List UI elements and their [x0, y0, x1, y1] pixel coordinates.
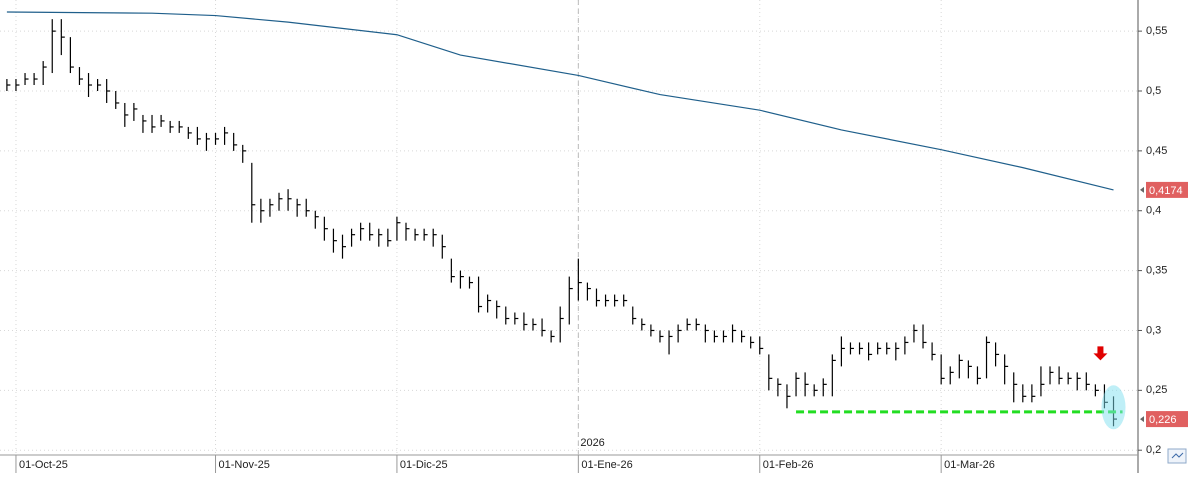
last-value-pointer: [1140, 416, 1144, 423]
x-tick-label: 01-Oct-25: [19, 459, 68, 471]
y-tick-label: 0,25: [1146, 384, 1167, 396]
signal-arrow: [1093, 346, 1108, 361]
ma-value-label: 0,4174: [1149, 185, 1183, 197]
x-tick-label: 01-Nov-25: [219, 459, 270, 471]
y-tick-label: 0,5: [1146, 85, 1161, 97]
y-tick-label: 0,4: [1146, 205, 1161, 217]
x-tick-label: 01-Mar-26: [944, 459, 995, 471]
ma-value-pointer: [1140, 186, 1144, 193]
y-tick-label: 0,55: [1146, 25, 1167, 37]
moving-average-line: [6, 11, 1114, 191]
highlight: [1101, 385, 1126, 430]
scroll-icon-glyph: [1171, 452, 1184, 459]
scroll-icon[interactable]: [1167, 448, 1187, 464]
x-tick-label: 01-Ene-26: [581, 459, 632, 471]
last-value-box: [1146, 411, 1188, 428]
ma-value-box: [1146, 181, 1188, 198]
x-tick-label: 01-Dic-25: [400, 459, 448, 471]
y-tick-label: 0,35: [1146, 265, 1167, 277]
y-tick-label: 0,3: [1146, 324, 1161, 336]
y-tick-label: 0,2: [1146, 444, 1161, 456]
x-tick-label: 01-Feb-26: [763, 459, 814, 471]
year-label: 2026: [580, 437, 604, 449]
last-value-label: 0,226: [1149, 414, 1177, 426]
y-tick-label: 0,45: [1146, 145, 1167, 157]
